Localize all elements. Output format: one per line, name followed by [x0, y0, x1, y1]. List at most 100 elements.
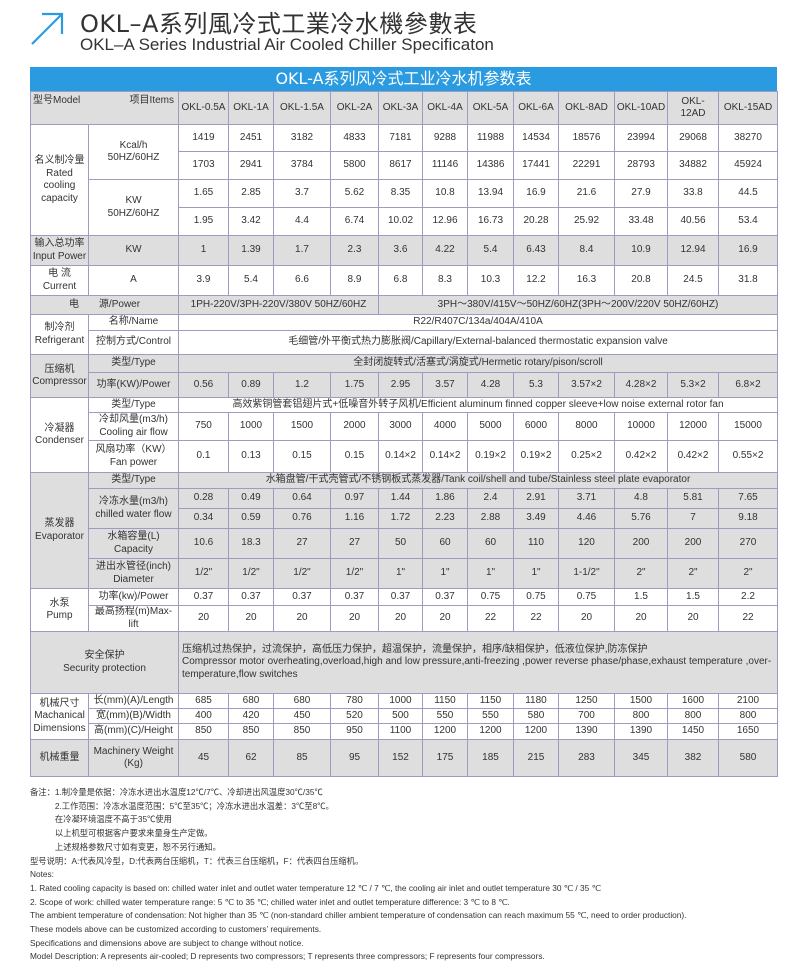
value-cell: 20 [614, 605, 668, 632]
value-cell: 10000 [614, 412, 668, 441]
note-line: 备注：1.制冷量是依据：冷冻水进出水温度12℃/7℃、冷却进出风温度30℃/35… [30, 787, 323, 797]
value-cell: 20.8 [614, 265, 668, 296]
value-cell: 1" [467, 558, 514, 589]
value-cell: 1.2 [273, 372, 331, 398]
value-cell: 27 [330, 528, 379, 559]
value-cell: 1500 [273, 412, 331, 441]
value-cell: 3182 [273, 124, 331, 152]
table-row: 高(mm)(C)/Height 850 850 850 950 1100 1200 1200 1… [31, 723, 778, 740]
table-row: 压缩机 Compressor 类型/Type 全封闭旋转式/活塞式/涡旋式/Herm… [30, 354, 778, 398]
table-row: 进出水管径(inch) Diameter 1/2" 1/2" 1/2" 1/2" 1" 1"… [31, 558, 778, 589]
table-row: 电 流 Current A 3.9 5.4 6.6 8.9 6.8 8.3 10.3 12.2 16… [30, 265, 778, 296]
value-cell: 3.9 [178, 265, 229, 296]
value-cell: 382 [667, 739, 719, 777]
value-cell: 16.9 [513, 179, 559, 208]
model-header: OKL-3A [378, 91, 423, 125]
note-line: 上述规格参数尺寸如有变更，恕不另行通知。 [30, 841, 221, 852]
value-cell: 0.56 [178, 372, 229, 398]
item-label: 水箱容量(L) Capacity [88, 528, 179, 559]
value-cell: 5000 [467, 412, 514, 441]
value-cell: 20 [667, 605, 719, 632]
value-cell: 2.85 [228, 179, 274, 208]
value-cell: 1150 [422, 693, 468, 709]
item-label: 控制方式/Control [88, 330, 179, 355]
value-cell: 5.3 [513, 372, 559, 398]
value-cell: 1200 [513, 723, 559, 740]
value-cell: 4833 [330, 124, 379, 152]
value-cell: 520 [330, 708, 379, 724]
value-cell: 44.5 [718, 179, 778, 208]
value-cell: 8617 [378, 151, 423, 180]
value-cell: 8.9 [330, 265, 379, 296]
value-cell: 2.4 [467, 488, 514, 509]
value-cell: 1/2" [228, 558, 274, 589]
value-cell: 0.37 [178, 588, 229, 606]
value-cell: 28793 [614, 151, 668, 180]
value-cell: 22 [513, 605, 559, 632]
value-cell: 1.75 [330, 372, 379, 398]
section-label: 电 源/Power [30, 295, 179, 315]
note-line: Model Description: A represents air-cool… [30, 951, 545, 962]
value-cell: 1600 [667, 693, 719, 709]
value-cell: 0.19×2 [467, 440, 514, 473]
value-cell: 2" [614, 558, 668, 589]
value-cell: 750 [178, 412, 229, 441]
page-heading: OKL–A系列風冷式工業冷水機參數表 OKL–A Series Industri… [0, 0, 789, 66]
value-cell: 13.94 [467, 179, 514, 208]
notes: 备注：1.制冷量是依据：冷冻水进出水温度12℃/7℃、冷却进出风温度30℃/35… [30, 786, 686, 964]
value-cell: 2.2 [718, 588, 778, 606]
value-cell: 4.28 [467, 372, 514, 398]
value-cell: 1/2" [330, 558, 379, 589]
value-cell: 1" [422, 558, 468, 589]
value-cell: 0.37 [273, 588, 331, 606]
value-cell: 1390 [614, 723, 668, 740]
value-cell: 11988 [467, 124, 514, 152]
value-cell: 0.42×2 [667, 440, 719, 473]
value-cell: 0.89 [228, 372, 274, 398]
item-label: 长(mm)(A)/Length [88, 693, 179, 709]
value-cell: 420 [228, 708, 274, 724]
value-cell: 5.3×2 [667, 372, 719, 398]
value-cell: 34882 [667, 151, 719, 180]
value-cell: 10.6 [178, 528, 229, 559]
value-cell: 780 [330, 693, 379, 709]
value-cell: 15000 [718, 412, 778, 441]
table-row: 名义制冷量 Rated cooling capacity Kcal/h 50HZ/… [30, 124, 778, 236]
value-cell: 175 [422, 739, 468, 777]
value-cell: 850 [273, 723, 331, 740]
model-header: OKL-6A [513, 91, 559, 125]
value-cell: 6000 [513, 412, 559, 441]
value-cell: 20.28 [513, 207, 559, 236]
item-label: 最高扬程(m)Max-lift [88, 605, 179, 632]
value-cell: 1-1/2" [558, 558, 615, 589]
spanning-value: 3PH～380V/415V～50HZ/60HZ(3PH～200V/220V 50… [378, 295, 778, 315]
note-line: Specifications and dimensions above are … [30, 937, 304, 948]
value-cell: 1450 [667, 723, 719, 740]
value-cell: 685 [178, 693, 229, 709]
table-row: 机械重量 Machinery Weight (Kg) 45 62 85 95 152 175 1… [30, 739, 778, 777]
section-label: 冷凝器 Condenser [30, 397, 89, 473]
value-cell: 23994 [614, 124, 668, 152]
value-cell: 0.37 [422, 588, 468, 606]
spanning-value: 全封闭旋转式/活塞式/涡旋式/Hermetic rotary/pison/scr… [178, 354, 778, 373]
table-row: 水箱容量(L) Capacity 10.6 18.3 27 27 50 60 60 110 120… [31, 528, 778, 559]
table-row: 冷冻水量(m3/h) chilled water flow 0.28 0.49 0.6… [31, 488, 778, 529]
section-label: 水泵 Pump [30, 588, 89, 632]
note-line: 2.工作范围：冷冻水温度范围：5℃至35℃；冷冻水进出水温差：3℃至8℃。 [30, 800, 334, 811]
value-cell: 0.75 [513, 588, 559, 606]
value-cell: 20 [378, 605, 423, 632]
value-cell: 5.76 [614, 508, 668, 529]
value-cell: 850 [178, 723, 229, 740]
item-label: 宽(mm)(B)/Width [88, 708, 179, 724]
value-cell: 0.1 [178, 440, 229, 473]
item-label: 类型/Type [88, 354, 179, 373]
table-row: 机械尺寸 Machanical Dimensions 长(mm)(A)/Lengt… [30, 693, 778, 740]
value-cell: 1.39 [228, 235, 274, 266]
item-label: 高(mm)(C)/Height [88, 723, 179, 740]
item-label: 冷却风量(m3/h) Cooling air flow [88, 412, 179, 441]
value-cell: 40.56 [667, 207, 719, 236]
value-cell: 1703 [178, 151, 229, 180]
section-label: 名义制冷量 Rated cooling capacity [30, 124, 89, 236]
table-row: 水泵 Pump 功率(kw)/Power 0.37 0.37 0.37 0.37 0.37 0… [30, 588, 778, 632]
spanning-value: 1PH-220V/3PH-220V/380V 50HZ/60HZ [178, 295, 379, 315]
